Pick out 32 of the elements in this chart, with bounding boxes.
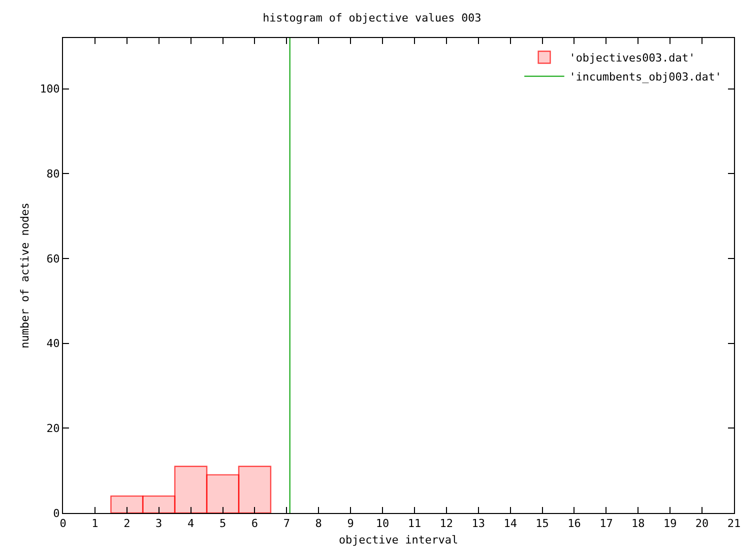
x-tick-label: 7 — [283, 517, 290, 530]
x-tick-label: 14 — [504, 517, 518, 530]
y-tick-label: 0 — [53, 506, 60, 520]
x-tick-label: 19 — [663, 517, 677, 530]
x-tick-label: 17 — [600, 517, 613, 530]
y-tick-label: 40 — [46, 337, 60, 350]
x-tick-label: 9 — [347, 517, 354, 530]
y-tick-label: 100 — [40, 82, 60, 96]
x-tick-label: 20 — [695, 517, 709, 530]
x-tick-label: 10 — [376, 517, 390, 530]
x-tick-label: 2 — [124, 517, 130, 530]
x-tick-label: 15 — [536, 517, 549, 530]
x-tick-label: 18 — [632, 517, 645, 530]
x-tick-label: 12 — [440, 517, 454, 530]
chart-title: histogram of objective values 003 — [262, 12, 482, 25]
y-axis-title: number of active nodes — [18, 202, 32, 348]
x-tick-label: 21 — [727, 517, 741, 530]
legend-label: 'incumbents_obj003.dat' — [569, 70, 722, 84]
x-tick-label: 4 — [187, 517, 194, 530]
y-tick-label: 60 — [46, 252, 60, 266]
x-tick-label: 13 — [472, 517, 486, 530]
x-tick-label: 6 — [251, 517, 258, 530]
legend-label: 'objectives003.dat' — [569, 52, 696, 65]
x-tick-label: 1 — [92, 517, 98, 530]
x-tick-label: 16 — [568, 517, 581, 530]
x-tick-label: 11 — [408, 517, 422, 530]
x-tick-label: 3 — [156, 517, 162, 530]
y-tick-label: 80 — [46, 168, 60, 181]
y-tick-label: 20 — [46, 422, 60, 436]
x-axis-title: objective interval — [338, 533, 458, 546]
x-tick-label: 5 — [219, 517, 226, 530]
x-tick-label: 8 — [315, 517, 322, 530]
